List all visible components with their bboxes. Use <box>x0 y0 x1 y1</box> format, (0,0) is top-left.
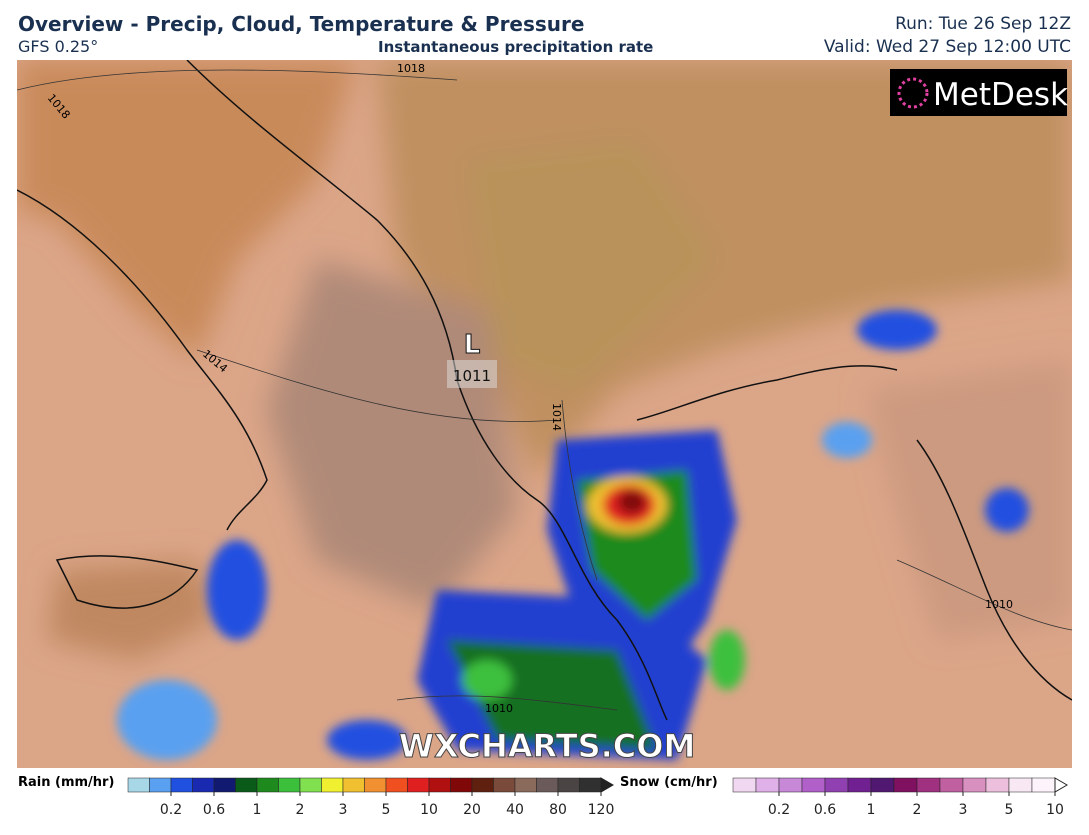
color-cell <box>801 777 826 793</box>
tick-label: 40 <box>506 802 524 818</box>
color-cell <box>939 777 964 793</box>
title: Overview - Precip, Cloud, Temperature & … <box>18 12 585 36</box>
tick-label: 5 <box>1005 802 1014 818</box>
color-cell <box>847 777 872 793</box>
color-cell <box>321 777 344 793</box>
tick-label: 0.2 <box>160 802 182 818</box>
color-cell <box>514 777 537 793</box>
color-cell <box>985 777 1010 793</box>
isobar-label: 1010 <box>985 598 1013 611</box>
legend: Rain (mm/hr) Snow (cm/hr) 0.2 0.6 1 2 3 5 10 20… <box>18 775 1068 818</box>
color-cell <box>732 777 757 793</box>
isobars <box>17 69 1072 711</box>
color-cell <box>916 777 941 793</box>
color-cell <box>824 777 849 793</box>
color-cell <box>1031 777 1056 793</box>
color-cell <box>235 777 258 793</box>
terrain <box>17 60 1072 660</box>
snow-label: Snow (cm/hr) <box>620 775 718 790</box>
map: 1018 1018 1014 1014 1010 1010 L 1011 Met… <box>17 60 1072 768</box>
color-cell <box>299 777 322 793</box>
color-cell <box>493 777 516 793</box>
tick-label: 20 <box>463 802 481 818</box>
tick-label: 80 <box>549 802 567 818</box>
valid-time: Valid: Wed 27 Sep 12:00 UTC <box>823 37 1071 57</box>
tick-label: 10 <box>1046 802 1064 818</box>
color-cell <box>778 777 803 793</box>
color-cell <box>213 777 236 793</box>
model: GFS 0.25° <box>18 37 99 56</box>
color-cell <box>557 777 580 793</box>
color-cell <box>149 777 172 793</box>
color-cell <box>407 777 430 793</box>
logo: MetDesk <box>933 77 1068 113</box>
color-cell <box>962 777 987 793</box>
tick-label: 0.6 <box>203 802 225 818</box>
tick-label: 5 <box>382 802 391 818</box>
tick-label: 10 <box>420 802 438 818</box>
color-cell <box>893 777 918 793</box>
color-cell <box>450 777 473 793</box>
color-cell <box>471 777 494 793</box>
bar-arrow <box>600 777 614 793</box>
tick-label: 1 <box>253 802 262 818</box>
coastlines <box>17 60 1072 721</box>
tick-label: 3 <box>339 802 348 818</box>
color-cell <box>127 777 150 793</box>
isobar-label: 1010 <box>485 702 513 715</box>
color-cell <box>755 777 780 793</box>
color-cell <box>170 777 193 793</box>
isobar-label: 1018 <box>397 62 425 75</box>
tick-label: 0.2 <box>768 802 790 818</box>
tick-label: 1 <box>867 802 876 818</box>
tick-label: 2 <box>913 802 922 818</box>
color-cell <box>192 777 215 793</box>
color-cell <box>579 777 602 793</box>
tick-label: 120 <box>588 802 615 818</box>
precipitation <box>117 310 1029 760</box>
color-cell <box>364 777 387 793</box>
run-time: Run: Tue 26 Sep 12Z <box>895 14 1071 34</box>
tick-label: 0.6 <box>814 802 836 818</box>
color-cell <box>342 777 365 793</box>
color-cell <box>536 777 559 793</box>
color-cell <box>1008 777 1033 793</box>
low-marker: L <box>464 330 481 360</box>
color-cell <box>385 777 408 793</box>
color-cell <box>278 777 301 793</box>
tick-label: 2 <box>296 802 305 818</box>
watermark: WXCHARTS.COM <box>399 727 696 765</box>
color-cell <box>428 777 451 793</box>
tick-label: 3 <box>959 802 968 818</box>
color-cell <box>870 777 895 793</box>
subtitle: Instantaneous precipitation rate <box>378 38 654 56</box>
bar-arrow <box>1054 777 1068 793</box>
logo-box <box>890 69 1067 116</box>
isobar-label: 1014 <box>550 403 563 431</box>
rain-label: Rain (mm/hr) <box>18 775 114 790</box>
low-pressure: 1011 <box>453 367 491 385</box>
color-cell <box>256 777 279 793</box>
